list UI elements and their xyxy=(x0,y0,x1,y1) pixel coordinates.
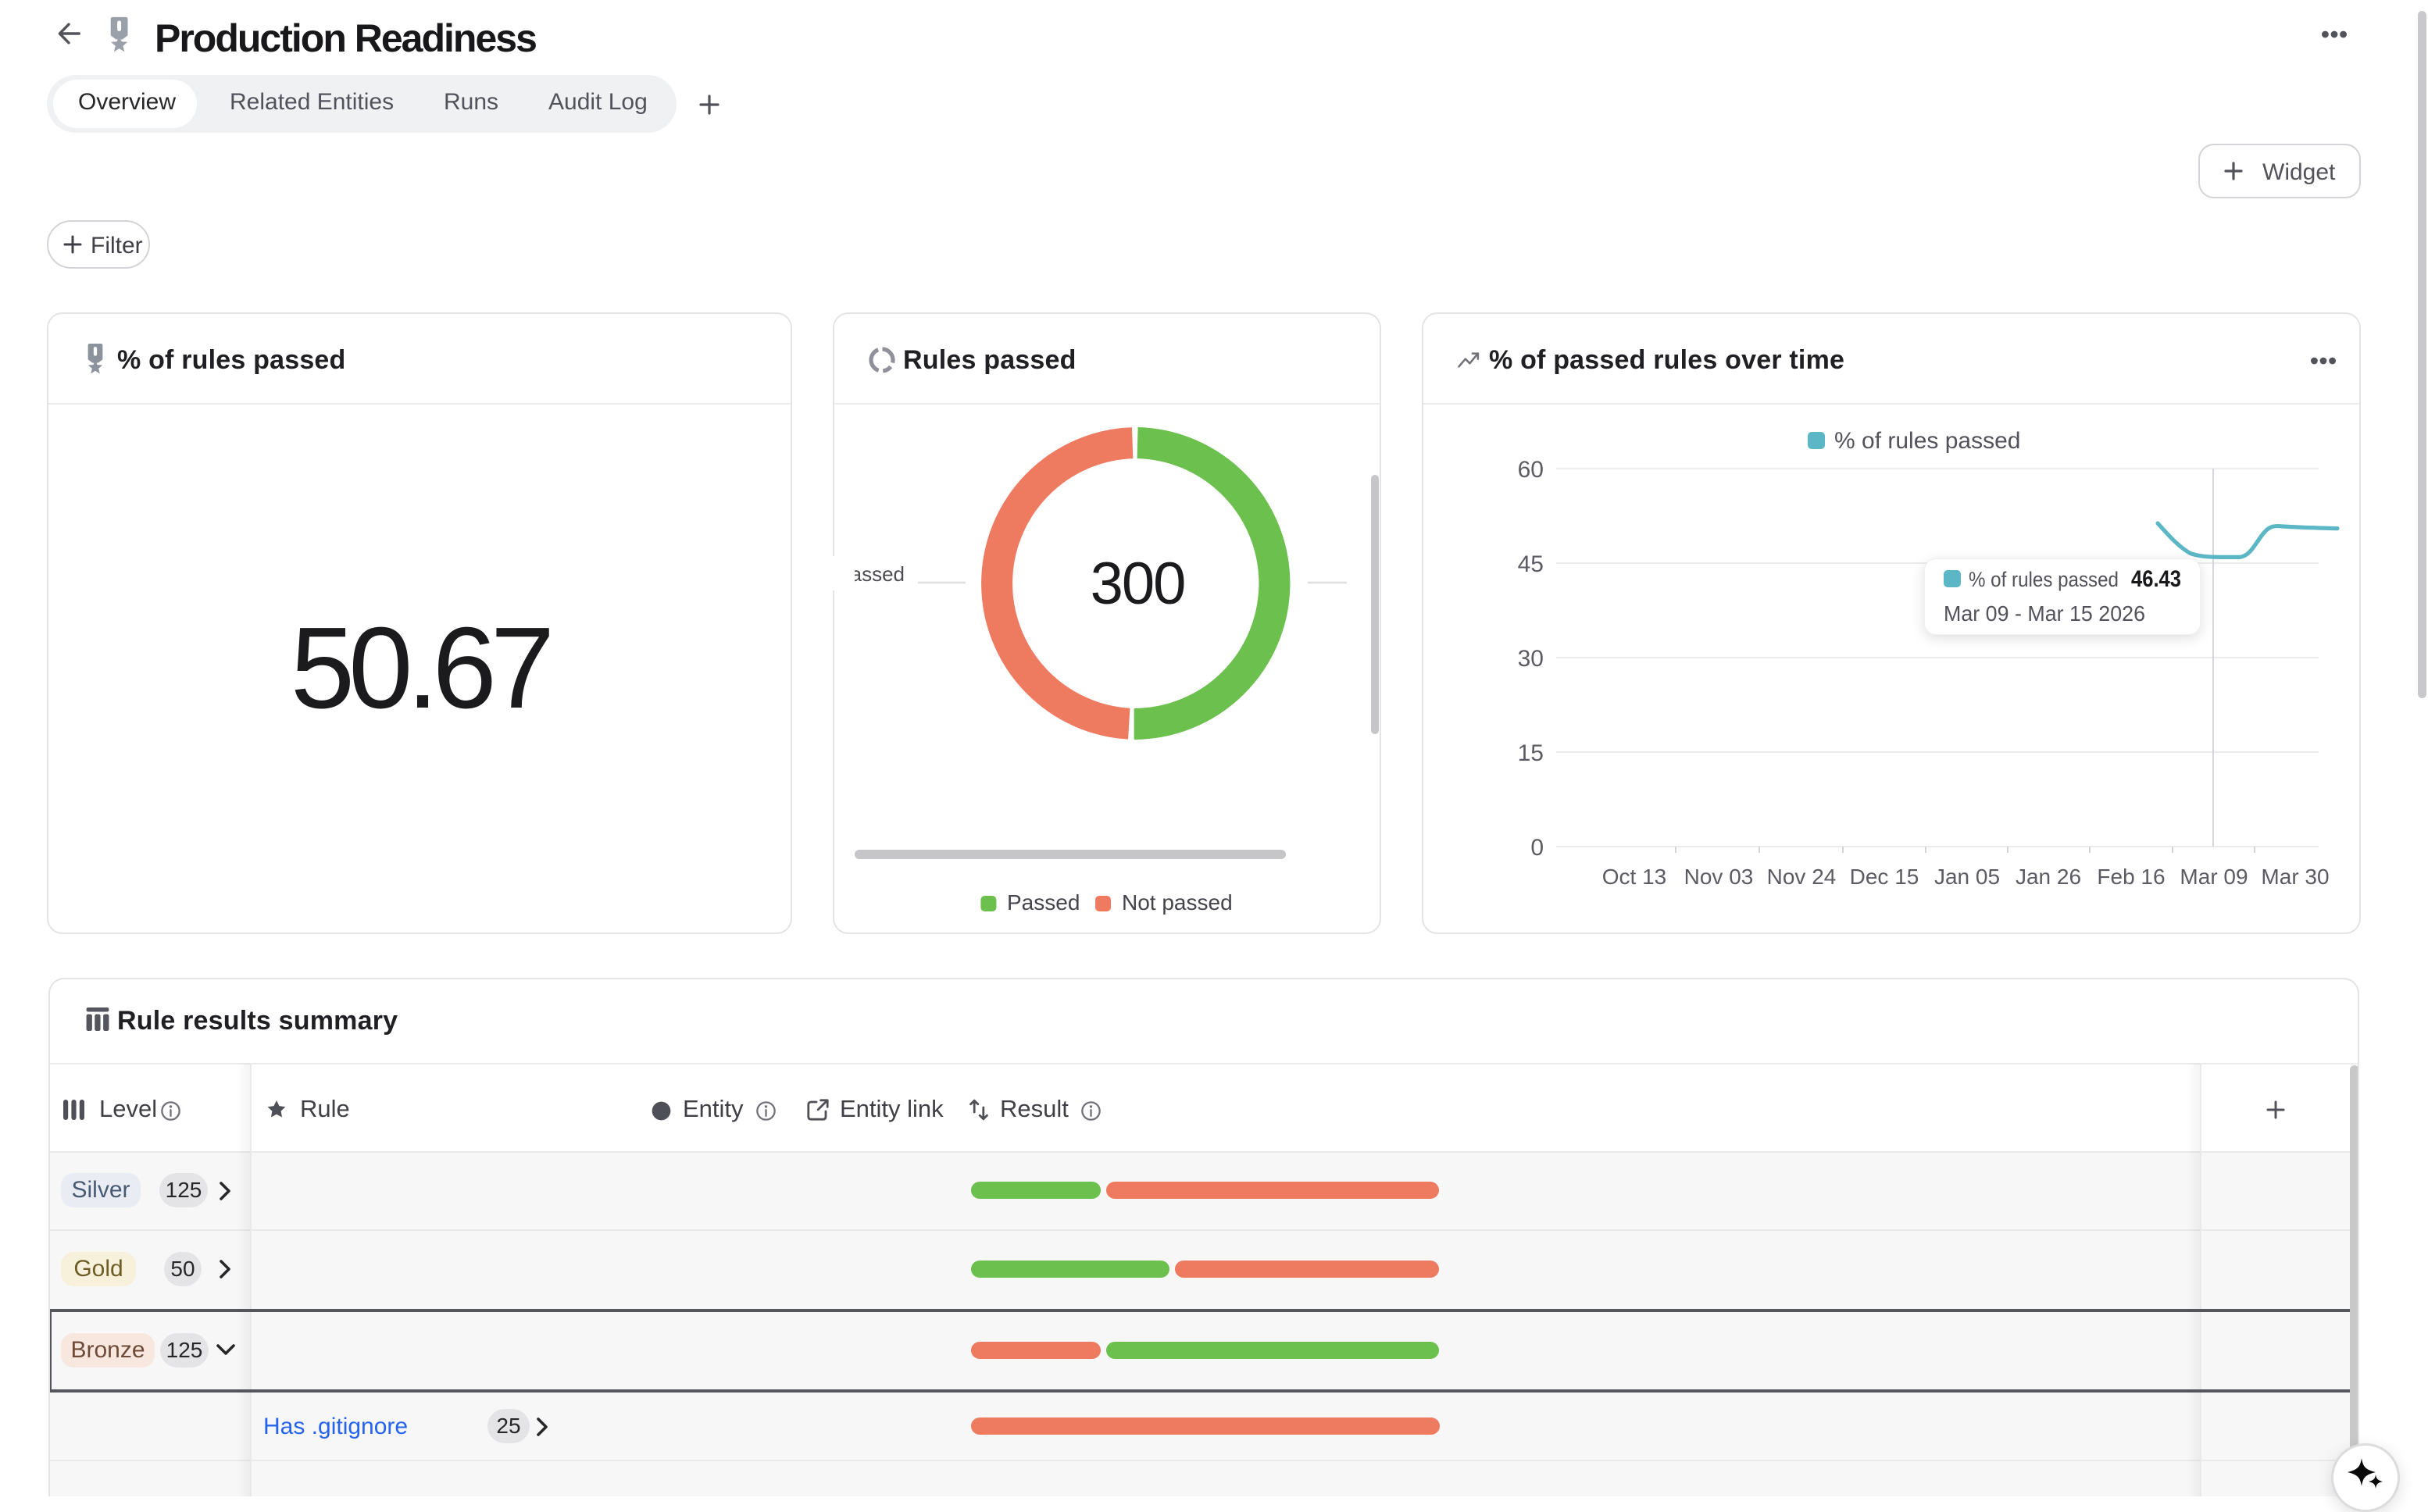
svg-text:% of rules passed: % of rules passed xyxy=(1969,568,2119,591)
svg-text:Oct 13: Oct 13 xyxy=(1602,865,1666,889)
svg-text:30: 30 xyxy=(1518,646,1544,672)
svg-text:Jan 26: Jan 26 xyxy=(2016,865,2081,889)
svg-text:Mar 30: Mar 30 xyxy=(2261,865,2329,889)
svg-text:15: 15 xyxy=(1518,740,1544,766)
svg-text:300: 300 xyxy=(1091,551,1185,617)
svg-text:% of rules passed: % of rules passed xyxy=(1834,428,2020,454)
svg-text:46.43: 46.43 xyxy=(2131,566,2181,592)
svg-text:Jan 05: Jan 05 xyxy=(1934,865,2000,889)
svg-text:Dec 15: Dec 15 xyxy=(1850,865,1919,889)
svg-text:Not passed: Not passed xyxy=(1122,890,1233,915)
svg-text:Feb 16: Feb 16 xyxy=(2097,865,2165,889)
svg-text:Nov 03: Nov 03 xyxy=(1684,865,1754,889)
svg-text:45: 45 xyxy=(1518,551,1544,577)
svg-text:Nov 24: Nov 24 xyxy=(1767,865,1837,889)
svg-text:Mar 09 - Mar 15 2026: Mar 09 - Mar 15 2026 xyxy=(1944,601,2145,626)
svg-text:0: 0 xyxy=(1530,835,1544,861)
svg-text:Passed: Passed xyxy=(1007,890,1080,915)
svg-text:Mar 09: Mar 09 xyxy=(2180,865,2248,889)
svg-text:60: 60 xyxy=(1518,457,1544,483)
